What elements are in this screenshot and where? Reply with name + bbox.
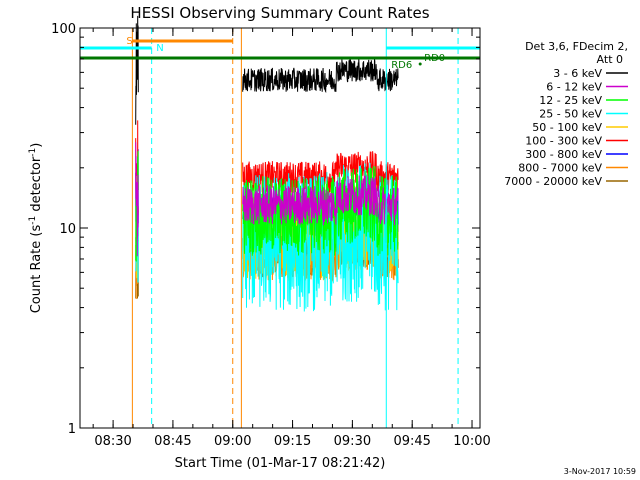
night-flag-label: N	[156, 43, 163, 54]
legend-label: 3 - 6 keV	[553, 67, 602, 80]
x-tick-label: 09:30	[334, 434, 371, 449]
y-axis-label-sup: -1	[28, 148, 38, 157]
series-burst-3-6-kev	[135, 15, 139, 125]
x-tick-label: 08:30	[94, 434, 131, 449]
y-axis-label-part: )	[29, 143, 44, 148]
legend-label: 800 - 7000 keV	[518, 162, 602, 175]
legend-label: 100 - 300 keV	[525, 135, 602, 148]
footer-date: 3-Nov-2017 10:59	[564, 467, 636, 476]
legend-label: 300 - 800 keV	[525, 148, 602, 161]
legend-label: 12 - 25 keV	[539, 94, 602, 107]
series-line-3-6-kev	[242, 58, 399, 94]
chart-title: HESSI Observing Summary Count Rates	[130, 4, 429, 22]
legend-label: 25 - 50 keV	[539, 108, 602, 121]
x-tick-label: 09:15	[274, 434, 311, 449]
legend-header: Det 3,6, FDecim 2,	[525, 40, 628, 53]
rd0-flag-label: RD0	[424, 53, 445, 64]
rd6-marker	[418, 62, 422, 66]
x-tick-label: 09:00	[214, 434, 251, 449]
y-tick-label: 1	[68, 422, 76, 437]
x-tick-labels: 08:30 08:45 09:00 09:15 09:30 09:45 10:00	[92, 28, 491, 449]
legend-header: Att 0	[597, 53, 623, 66]
legend-label: 7000 - 20000 keV	[504, 175, 602, 188]
legend-label: 50 - 100 keV	[532, 121, 602, 134]
x-tick-label: 10:00	[453, 434, 490, 449]
y-axis-label: Count Rate (s-1 detector-1)	[28, 143, 44, 314]
series-line-100-300-kev	[242, 151, 399, 193]
rd0-marker	[418, 56, 422, 60]
y-axis-label-part: detector	[29, 156, 44, 216]
legend-label: 6 - 12 keV	[546, 81, 602, 94]
y-axis-label-part: Count Rate (s	[29, 225, 44, 314]
saa-flag-label: S	[126, 36, 132, 47]
series-burst-6-12-kev	[135, 142, 139, 257]
y-tick-label: 100	[51, 22, 76, 37]
x-tick-label: 09:45	[393, 434, 430, 449]
x-axis-label: Start Time (01-Mar-17 08:21:42)	[175, 456, 386, 471]
y-tick-labels: 1 10 100	[51, 22, 480, 437]
series-line-6-12-kev	[242, 175, 399, 226]
rd6-flag-label: RD6	[391, 60, 412, 71]
x-tick-label: 08:45	[154, 434, 191, 449]
y-axis-label-sup: -1	[28, 216, 38, 225]
plot-area	[135, 15, 399, 312]
y-tick-label: 10	[59, 222, 76, 237]
